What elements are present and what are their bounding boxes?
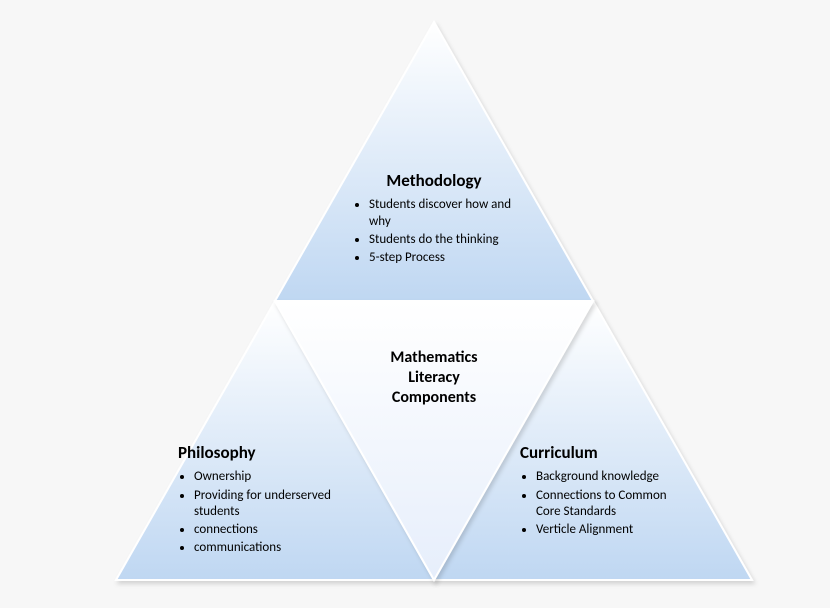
- bullet: communications: [194, 540, 358, 556]
- section-top: Methodology Students discover how and wh…: [353, 170, 515, 268]
- bullet: Verticle Alignment: [536, 522, 688, 538]
- bullet: Providing for underserved students: [194, 488, 358, 521]
- bullet: Ownership: [194, 469, 358, 485]
- center-line: Components: [392, 388, 476, 407]
- center-label: Mathematics Literacy Components: [374, 348, 494, 408]
- section-right: Curriculum Background knowledge Connecti…: [520, 442, 688, 540]
- bullet: Students discover how and why: [369, 197, 515, 230]
- section-top-heading: Methodology: [353, 170, 515, 191]
- center-line: Mathematics: [390, 348, 477, 367]
- center-line: Literacy: [408, 368, 460, 387]
- section-right-heading: Curriculum: [520, 442, 688, 463]
- section-left: Philosophy Ownership Providing for under…: [178, 442, 358, 559]
- section-left-bullets: Ownership Providing for underserved stud…: [178, 469, 358, 556]
- bullet: Connections to Common Core Standards: [536, 488, 688, 521]
- pyramid-diagram: Methodology Students discover how and wh…: [0, 0, 830, 608]
- section-top-bullets: Students discover how and why Students d…: [353, 197, 515, 266]
- bullet: Background knowledge: [536, 469, 688, 485]
- section-right-bullets: Background knowledge Connections to Comm…: [520, 469, 688, 538]
- bullet: Students do the thinking: [369, 232, 515, 248]
- section-left-heading: Philosophy: [178, 442, 358, 463]
- pyramid-svg: [0, 0, 830, 608]
- bullet: 5-step Process: [369, 250, 515, 266]
- bullet: connections: [194, 522, 358, 538]
